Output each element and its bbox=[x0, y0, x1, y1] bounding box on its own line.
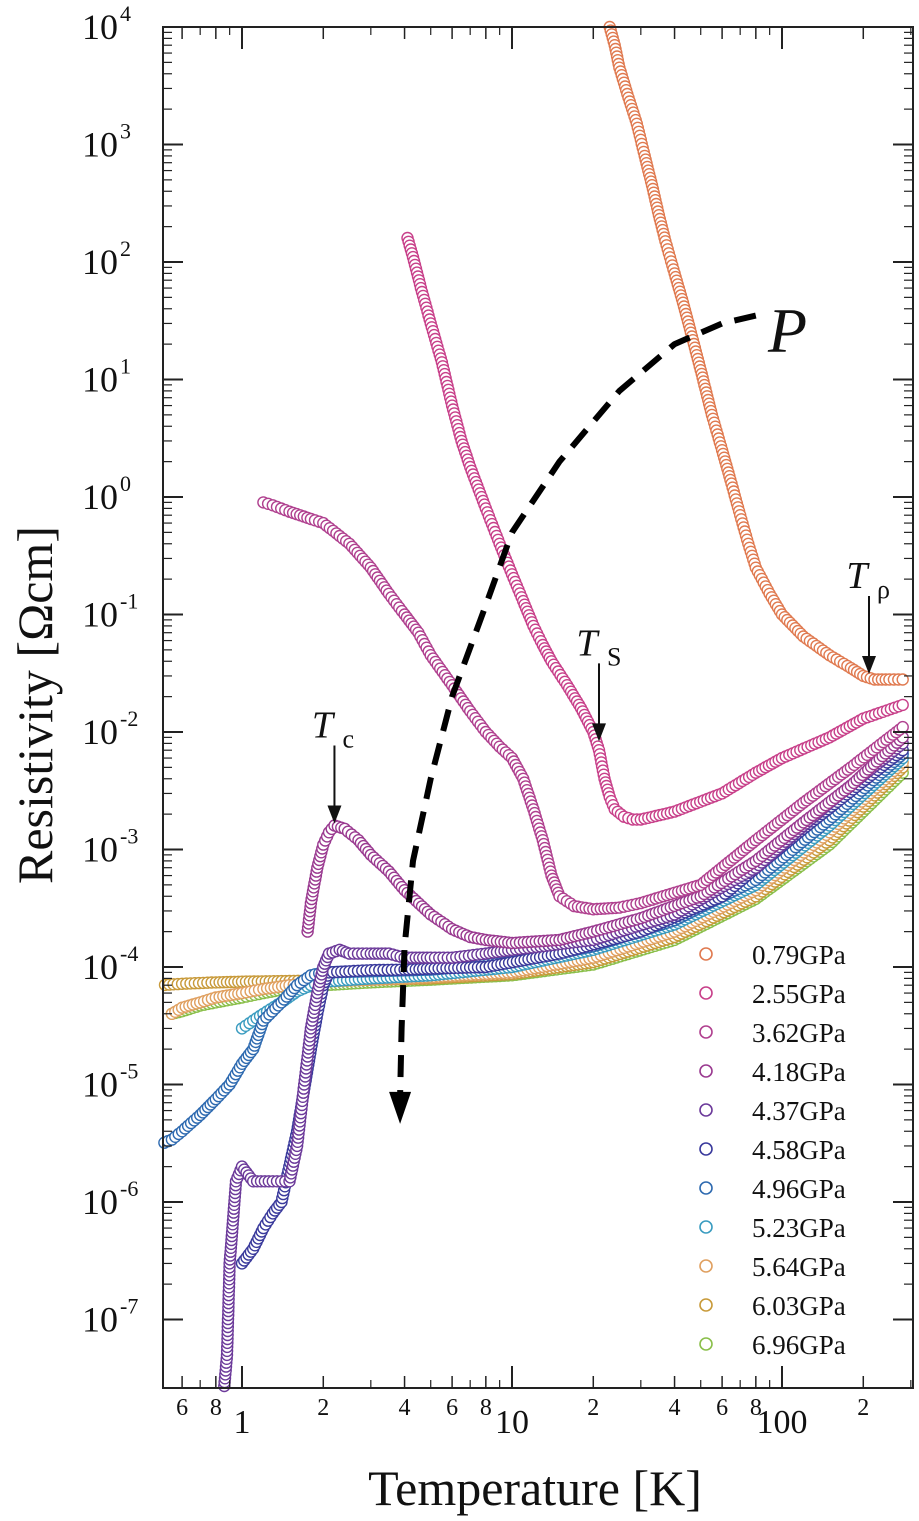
legend-label: 3.62GPa bbox=[752, 1018, 846, 1048]
legend-marker bbox=[700, 1221, 712, 1233]
y-tick-exponent: -5 bbox=[120, 1059, 138, 1084]
y-axis-title: Resistivity [Ωcm] bbox=[7, 526, 63, 884]
x-minor-tick-label: 2 bbox=[317, 1395, 329, 1421]
annotation-TS: T bbox=[576, 622, 600, 664]
legend-label: 2.55GPa bbox=[752, 979, 846, 1009]
legend-marker bbox=[700, 1182, 712, 1194]
y-tick-exponent: 2 bbox=[120, 236, 131, 261]
legend-label: 4.58GPa bbox=[752, 1135, 846, 1165]
x-minor-tick-label: 2 bbox=[587, 1395, 599, 1421]
x-minor-tick-label: 6 bbox=[446, 1395, 458, 1421]
legend-label: 4.96GPa bbox=[752, 1174, 846, 1204]
x-tick-label: 100 bbox=[757, 1404, 808, 1441]
x-minor-tick-label: 4 bbox=[669, 1395, 681, 1421]
y-tick-label: 10 bbox=[82, 242, 118, 282]
legend-marker bbox=[700, 1065, 712, 1077]
y-tick-exponent: -3 bbox=[120, 824, 138, 849]
x-tick-label: 10 bbox=[495, 1404, 529, 1441]
legend-label: 0.79GPa bbox=[752, 940, 846, 970]
y-tick-label: 10 bbox=[82, 1065, 118, 1105]
legend-marker bbox=[700, 1299, 712, 1311]
y-tick-label: 10 bbox=[82, 595, 118, 635]
y-tick-exponent: -4 bbox=[120, 941, 138, 966]
y-tick-label: 10 bbox=[82, 712, 118, 752]
y-tick-label: 10 bbox=[82, 947, 118, 987]
series-2.55GPa bbox=[402, 233, 908, 826]
legend-label: 4.18GPa bbox=[752, 1057, 846, 1087]
x-minor-tick-label: 6 bbox=[176, 1395, 188, 1421]
x-minor-tick-label: 8 bbox=[750, 1395, 762, 1421]
legend-label: 6.96GPa bbox=[752, 1330, 846, 1360]
legend-marker bbox=[700, 948, 712, 960]
annotation-TS-sub: S bbox=[607, 642, 621, 671]
y-tick-exponent: -7 bbox=[120, 1294, 138, 1319]
y-tick-exponent: 1 bbox=[120, 354, 131, 379]
x-minor-tick-label: 4 bbox=[399, 1395, 411, 1421]
data-point bbox=[897, 699, 908, 710]
y-tick-exponent: -6 bbox=[120, 1176, 138, 1201]
y-tick-exponent: 0 bbox=[120, 471, 131, 496]
y-tick-exponent: 3 bbox=[120, 119, 131, 144]
annotation-Tc: T bbox=[312, 705, 336, 747]
pressure-arrowhead bbox=[389, 1092, 411, 1124]
legend-marker bbox=[700, 1026, 712, 1038]
legend-label: 6.03GPa bbox=[752, 1291, 846, 1321]
legend-marker bbox=[700, 1143, 712, 1155]
x-minor-tick-label: 8 bbox=[210, 1395, 222, 1421]
x-minor-tick-label: 2 bbox=[857, 1395, 869, 1421]
x-tick-label: 1 bbox=[234, 1404, 251, 1441]
legend: 0.79GPa 2.55GPa 3.62GPa 4.18GPa 4.37GPa 4.58G… bbox=[700, 940, 846, 1360]
y-tick-label: 10 bbox=[82, 477, 118, 517]
x-minor-tick-label: 8 bbox=[480, 1395, 492, 1421]
y-tick-label: 10 bbox=[82, 7, 118, 47]
y-tick-exponent: 4 bbox=[120, 1, 131, 26]
legend-marker bbox=[700, 1260, 712, 1272]
y-tick-label: 10 bbox=[82, 830, 118, 870]
annotation-Tc-sub: c bbox=[342, 725, 354, 754]
data-point bbox=[897, 722, 908, 733]
y-tick-label: 10 bbox=[82, 360, 118, 400]
legend-marker bbox=[700, 1104, 712, 1116]
y-tick-label: 10 bbox=[82, 1182, 118, 1222]
annotation-Trho-sub: ρ bbox=[877, 575, 890, 604]
annotation-P: P bbox=[767, 295, 807, 366]
pressure-arrow bbox=[389, 316, 756, 1124]
annotation-Trho: T bbox=[846, 555, 870, 597]
legend-marker bbox=[700, 1338, 712, 1350]
x-minor-tick-label: 6 bbox=[716, 1395, 728, 1421]
legend-label: 5.64GPa bbox=[752, 1252, 846, 1282]
legend-label: 4.37GPa bbox=[752, 1096, 846, 1126]
y-tick-exponent: -1 bbox=[120, 589, 138, 614]
y-tick-label: 10 bbox=[82, 1300, 118, 1340]
y-tick-label: 10 bbox=[82, 125, 118, 165]
y-tick-exponent: -2 bbox=[120, 706, 138, 731]
legend-label: 5.23GPa bbox=[752, 1213, 846, 1243]
legend-marker bbox=[700, 987, 712, 999]
x-axis-title: Temperature [K] bbox=[368, 1460, 702, 1516]
